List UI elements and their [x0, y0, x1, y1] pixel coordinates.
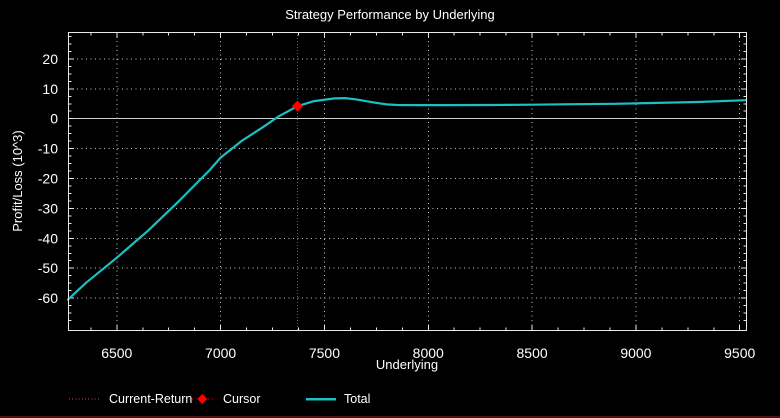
cursor-marker[interactable] — [291, 100, 303, 112]
y-tick-label: -30 — [38, 200, 58, 216]
y-tick-label: -40 — [38, 230, 58, 246]
total-line-icon — [306, 397, 336, 401]
y-tick-label: 0 — [50, 111, 58, 127]
legend-label-current-return: Current-Return — [109, 392, 193, 406]
total-series-line — [66, 96, 748, 301]
plot-frame — [68, 32, 747, 331]
y-tick-label: -50 — [38, 260, 58, 276]
y-tick-label: 10 — [42, 81, 58, 97]
cursor-diamond-icon — [189, 394, 215, 404]
x-tick-label: 9000 — [620, 345, 651, 361]
chart-title: Strategy Performance by Underlying — [285, 7, 495, 22]
y-tick-label: -60 — [38, 290, 58, 306]
x-tick-label: 6500 — [101, 345, 132, 361]
legend-item-total[interactable]: Total — [305, 391, 370, 407]
x-tick-label: 8500 — [517, 345, 548, 361]
current-return-dotted-line-icon — [69, 398, 101, 400]
y-tick-label: -10 — [38, 141, 58, 157]
x-tick-label: 7500 — [309, 345, 340, 361]
x-tick-label: 9500 — [724, 345, 755, 361]
x-tick-label: 8000 — [413, 345, 444, 361]
legend-item-current-return[interactable]: Current-Return — [68, 391, 192, 407]
legend-label-cursor: Cursor — [223, 392, 261, 406]
window-bottom-border — [0, 416, 780, 418]
legend-label-total: Total — [344, 392, 371, 406]
y-tick-label: -20 — [38, 171, 58, 187]
x-tick-label: 7000 — [205, 345, 236, 361]
y-tick-label: 20 — [42, 51, 58, 67]
x-axis-title: Underlying — [376, 357, 438, 372]
y-axis-title: Profit/Loss (10^3) — [10, 130, 25, 231]
legend-item-cursor[interactable]: Cursor — [188, 391, 261, 407]
